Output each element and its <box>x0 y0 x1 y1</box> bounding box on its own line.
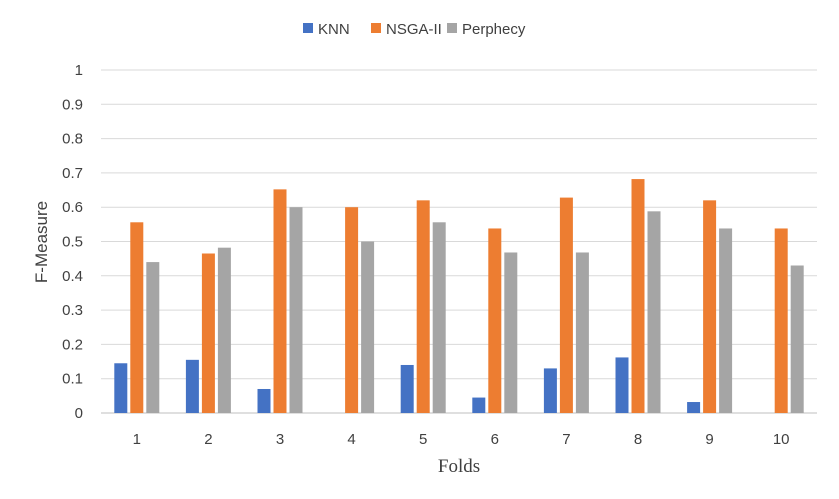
bar-perphecy-fold-4 <box>361 241 375 413</box>
bar-knn-fold-3 <box>257 388 271 413</box>
legend-swatch-nsga-ii <box>371 23 381 33</box>
legend-swatch-knn <box>303 23 313 33</box>
y-tick-label: 0.9 <box>62 96 83 113</box>
legend-label: Perphecy <box>462 21 526 38</box>
y-tick-label: 0 <box>75 405 83 422</box>
legend: KNN NSGA-II Perphecy <box>303 21 526 38</box>
x-tick-label: 3 <box>276 431 284 448</box>
y-tick-label: 0.8 <box>62 131 83 148</box>
x-tick-label: 7 <box>562 431 570 448</box>
legend-label: KNN <box>318 21 350 38</box>
bar-knn-fold-7 <box>543 368 557 413</box>
bars <box>114 179 804 413</box>
bar-knn-fold-2 <box>185 359 199 413</box>
y-tick-label: 0.1 <box>62 371 83 388</box>
bar-nsga-ii-fold-1 <box>130 222 144 413</box>
bar-knn-fold-1 <box>114 363 128 413</box>
y-tick-label: 0.3 <box>62 302 83 319</box>
bar-knn-fold-5 <box>400 364 414 413</box>
bar-perphecy-fold-8 <box>647 211 661 413</box>
bar-nsga-ii-fold-7 <box>559 197 573 413</box>
bar-nsga-ii-fold-6 <box>488 228 502 413</box>
legend-swatch-perphecy <box>447 23 457 33</box>
bar-perphecy-fold-2 <box>217 247 231 413</box>
bar-nsga-ii-fold-2 <box>201 253 215 413</box>
bar-perphecy-fold-9 <box>719 228 733 413</box>
x-tick-label: 4 <box>347 431 355 448</box>
bar-perphecy-fold-10 <box>790 265 804 413</box>
bar-nsga-ii-fold-8 <box>631 179 645 413</box>
y-axis-title: F-Measure <box>32 201 51 283</box>
bar-nsga-ii-fold-9 <box>703 200 717 413</box>
bar-perphecy-fold-6 <box>504 252 518 413</box>
x-tick-label: 9 <box>705 431 713 448</box>
bar-knn-fold-6 <box>472 397 486 413</box>
y-tick-label: 0.6 <box>62 199 83 216</box>
x-tick-label: 8 <box>634 431 642 448</box>
y-tick-label: 0.4 <box>62 268 83 285</box>
legend-label: NSGA-II <box>386 21 442 38</box>
bar-nsga-ii-fold-4 <box>345 207 359 413</box>
bar-perphecy-fold-5 <box>432 222 446 413</box>
x-tick-label: 6 <box>491 431 499 448</box>
bar-nsga-ii-fold-10 <box>774 228 788 413</box>
x-tick-label: 10 <box>773 431 790 448</box>
bar-knn-fold-8 <box>615 357 629 413</box>
x-axis-ticks: 1 2 3 4 5 6 7 8 9 10 <box>133 431 790 448</box>
bar-nsga-ii-fold-3 <box>273 189 287 413</box>
bar-knn-fold-9 <box>687 402 701 413</box>
x-tick-label: 1 <box>133 431 141 448</box>
y-tick-label: 1 <box>75 62 83 79</box>
bar-nsga-ii-fold-5 <box>416 200 430 413</box>
y-tick-label: 0.7 <box>62 165 83 182</box>
x-axis-title: Folds <box>438 456 480 477</box>
y-axis-ticks: 0 0.1 0.2 0.3 0.4 0.5 0.6 0.7 0.8 0.9 1 <box>62 62 83 422</box>
bar-perphecy-fold-7 <box>575 252 589 413</box>
bar-perphecy-fold-1 <box>146 262 160 413</box>
x-tick-label: 5 <box>419 431 427 448</box>
bar-perphecy-fold-3 <box>289 207 303 413</box>
y-tick-label: 0.2 <box>62 336 83 353</box>
x-tick-label: 2 <box>204 431 212 448</box>
y-tick-label: 0.5 <box>62 234 83 251</box>
